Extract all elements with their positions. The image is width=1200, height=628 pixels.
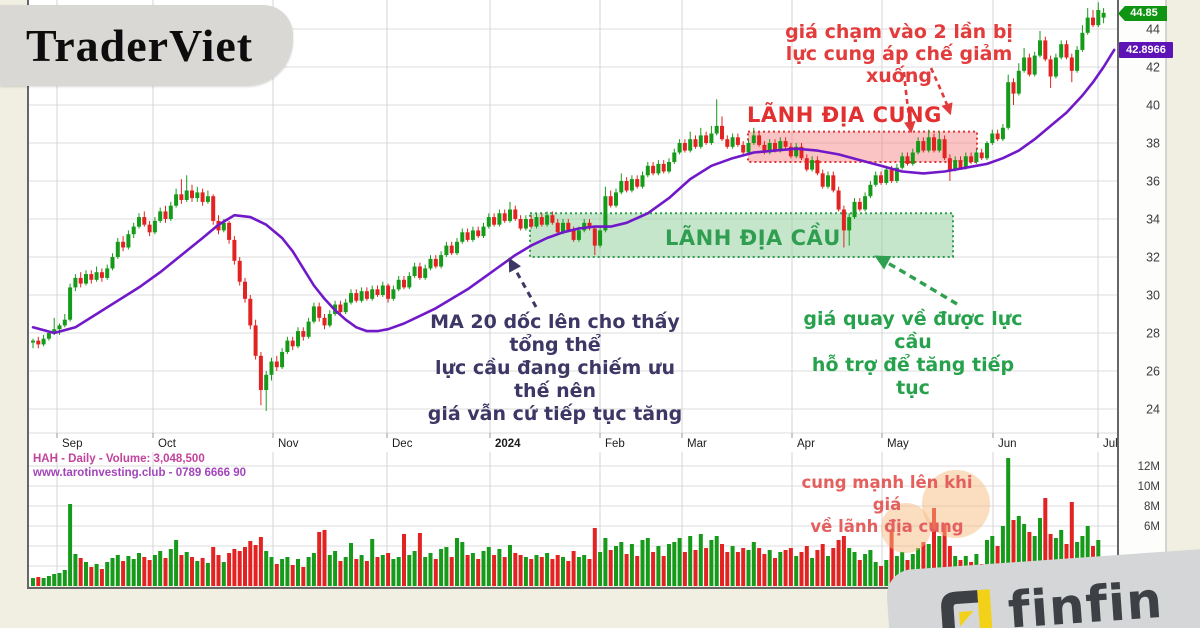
annotation-volume-note: cung mạnh lên khi giá về lãnh địa cung <box>790 472 984 538</box>
svg-text:8M: 8M <box>1144 501 1160 513</box>
annotation-line: MA 20 dốc lên cho thấy tổng thể <box>430 311 680 356</box>
svg-text:2024: 2024 <box>495 438 521 450</box>
svg-text:Feb: Feb <box>605 438 625 450</box>
annotation-demand-support: giá quay về được lực cầu hỗ trợ để tăng … <box>797 308 1029 400</box>
svg-text:32: 32 <box>1146 251 1160 265</box>
arrow-demand-support <box>874 255 958 306</box>
symbol-volume-readout: HAH - Daily - Volume: 3,048,500 <box>33 453 205 465</box>
last-price-badge: 44.85 <box>1118 6 1167 21</box>
annotation-line: giá vẫn cứ tiếp tục tăng <box>427 403 683 425</box>
annotation-supply-touch: giá chạm vào 2 lần bị lực cung áp chế gi… <box>768 21 1030 87</box>
annotation-line: giá quay về được lực cầu <box>803 308 1023 353</box>
traderviet-logo: TraderViet <box>0 5 293 86</box>
svg-text:May: May <box>887 438 909 450</box>
svg-text:Jul: Jul <box>1103 438 1118 450</box>
annotation-line: hỗ trợ để tăng tiếp tục <box>811 354 1015 399</box>
svg-text:38: 38 <box>1146 137 1160 151</box>
finfin-logo-text: finfin <box>1006 570 1165 628</box>
candles <box>31 2 1106 411</box>
finfin-icon <box>941 589 993 628</box>
ma20-line <box>31 48 1116 335</box>
watermark-contact: www.tarotinvesting.club - 0789 6666 90 <box>33 466 247 479</box>
svg-text:Oct: Oct <box>158 438 177 450</box>
svg-text:Mar: Mar <box>687 438 707 450</box>
svg-text:Dec: Dec <box>392 438 413 450</box>
svg-text:6M: 6M <box>1144 521 1160 533</box>
svg-text:Apr: Apr <box>797 438 815 450</box>
svg-text:40: 40 <box>1146 99 1160 113</box>
svg-text:26: 26 <box>1146 365 1160 379</box>
supply-zone-label: LÃNH ĐỊA CUNG <box>747 103 942 127</box>
svg-text:Jun: Jun <box>998 438 1017 450</box>
volume-panel-header: HAH - Daily - Volume: 3,048,500 www.taro… <box>33 453 246 480</box>
arrow-ma-note <box>508 257 538 308</box>
svg-text:24: 24 <box>1146 403 1160 417</box>
svg-text:36: 36 <box>1146 175 1160 189</box>
svg-text:28: 28 <box>1146 327 1160 341</box>
svg-text:Nov: Nov <box>278 438 299 450</box>
svg-text:34: 34 <box>1146 213 1160 227</box>
svg-text:12M: 12M <box>1138 461 1160 473</box>
traderviet-logo-text: TraderViet <box>26 20 254 71</box>
svg-text:10M: 10M <box>1138 481 1160 493</box>
ma-value-badge: 42.8966 <box>1119 42 1173 58</box>
arrow-supply-touch-2 <box>929 67 953 116</box>
annotation-ma-note: MA 20 dốc lên cho thấy tổng thể lực cầu … <box>423 311 687 426</box>
annotation-line: lực cầu đang chiếm ưu thế nên <box>435 357 675 402</box>
annotation-line: cung mạnh lên khi giá <box>801 473 973 514</box>
svg-text:44: 44 <box>1146 23 1160 37</box>
annotation-line: về lãnh địa cung <box>810 517 964 536</box>
annotation-line: giá chạm vào 2 lần bị <box>785 21 1013 43</box>
annotation-line: lực cung áp chế giảm xuống <box>785 43 1013 87</box>
demand-zone-label: LÃNH ĐỊA CẦU <box>665 226 841 250</box>
svg-text:30: 30 <box>1146 289 1160 303</box>
arrow-supply-touch-1 <box>902 71 916 134</box>
svg-text:42: 42 <box>1146 61 1160 75</box>
svg-text:Sep: Sep <box>62 438 82 450</box>
finfin-logo-banner: finfin <box>885 547 1200 628</box>
